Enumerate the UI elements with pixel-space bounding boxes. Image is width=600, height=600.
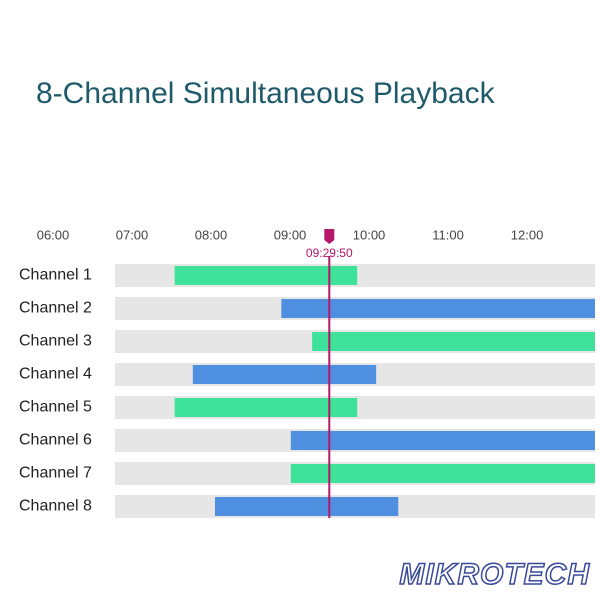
- bar: [214, 497, 399, 516]
- x-tick-label: 11:00: [432, 227, 464, 242]
- playhead-label: 09:29:50: [306, 246, 353, 260]
- row-label: Channel 2: [19, 300, 92, 317]
- x-tick-label: 09:00: [274, 227, 307, 242]
- x-tick-label: 06:00: [37, 227, 70, 242]
- x-tick-label: 07:00: [116, 227, 149, 242]
- row-label: Channel 5: [19, 399, 92, 416]
- row-label: Channel 6: [19, 432, 92, 449]
- bar: [174, 398, 358, 417]
- bar: [281, 299, 595, 318]
- row-label: Channel 1: [19, 267, 92, 284]
- row-label: Channel 3: [19, 333, 92, 350]
- x-tick-label: 10:00: [353, 227, 386, 242]
- x-tick-label: 08:00: [195, 227, 228, 242]
- x-tick-label: 12:00: [511, 227, 544, 242]
- bar: [192, 365, 377, 384]
- bar: [312, 332, 595, 351]
- bar: [290, 431, 595, 450]
- logo: MIKROTECH: [399, 558, 590, 591]
- row-label: Channel 4: [19, 366, 92, 383]
- chart-title: 8-Channel Simultaneous Playback: [36, 77, 496, 110]
- row-label: Channel 8: [19, 498, 92, 515]
- row-label: Channel 7: [19, 465, 92, 482]
- bar: [290, 464, 595, 483]
- playhead-marker: [324, 229, 335, 244]
- bar: [174, 266, 358, 285]
